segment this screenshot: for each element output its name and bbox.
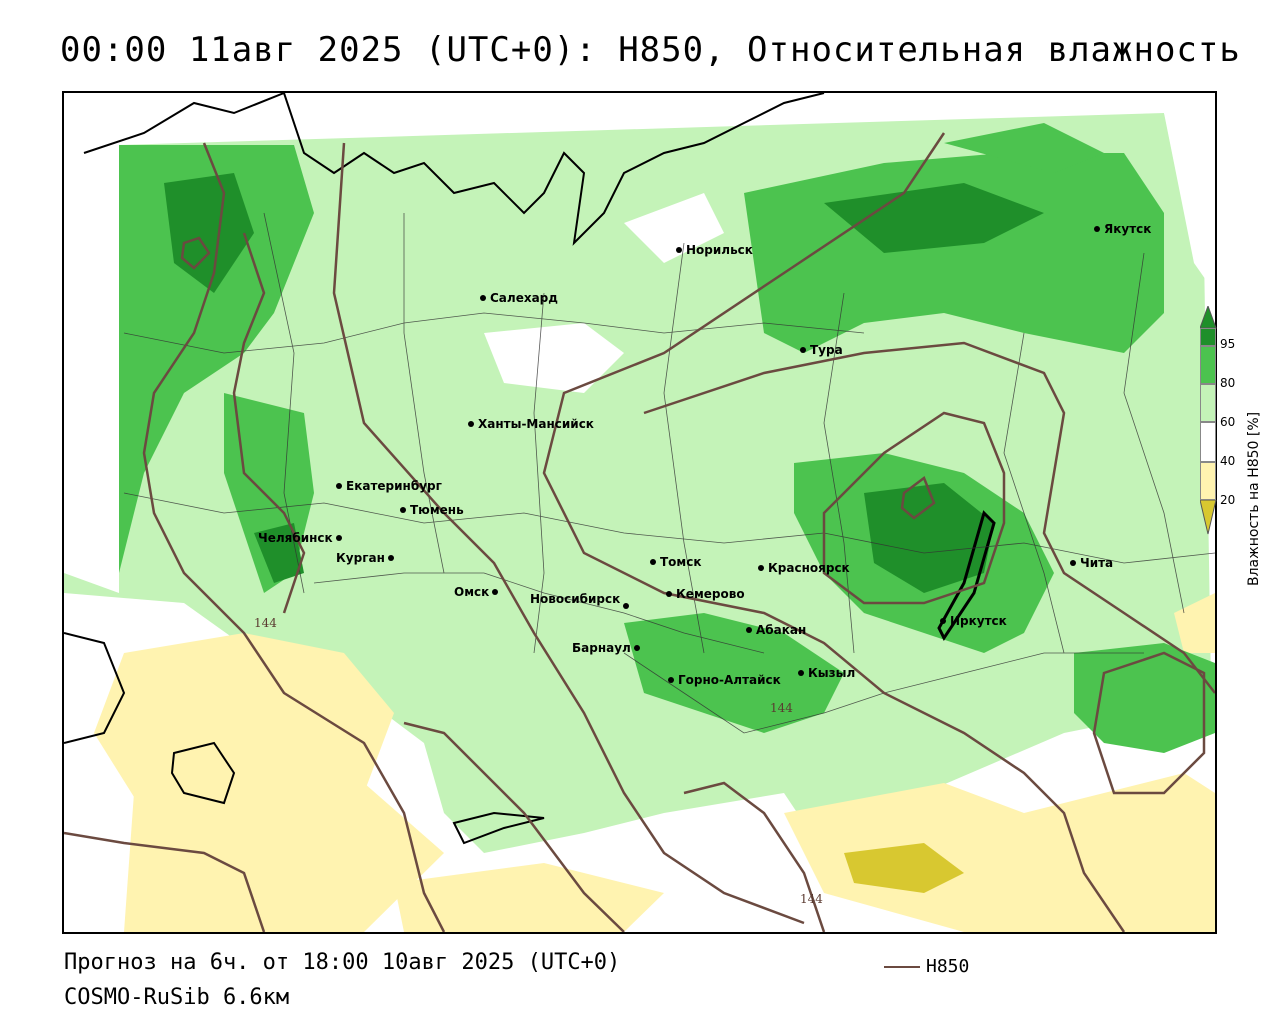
city-dot-icon [668,677,674,683]
city-tomsk: Томск [650,555,702,569]
city-dot-icon [480,295,486,301]
city-khanty-mansiysk: Ханты-Мансийск [468,417,594,431]
city-krasnoyarsk: Красноярск [758,561,850,575]
white-region [624,193,724,263]
city-yakutsk: Якутск [1094,222,1151,236]
city-dot-icon [468,421,474,427]
dry-region [394,863,664,932]
city-dot-icon [800,347,806,353]
humidity-map: Норильск Якутск Салехард Тура Ханты-Манс… [62,91,1217,934]
colorbar-segment [1200,422,1216,462]
city-dot-icon [492,589,499,595]
geopotential-contours [64,132,1215,932]
lake-outline [452,811,545,845]
city-tura: Тура [800,343,843,357]
admin-borders [123,212,1215,734]
contour-label: 144 [800,892,823,906]
city-dot-icon [758,565,764,571]
lake-outline [937,510,996,641]
colorbar-bottom-arrow-icon [1200,500,1217,535]
city-salekhard: Салехард [480,291,558,305]
city-dot-icon [650,559,656,565]
city-kemerovo: Кемерово [666,587,745,601]
city-dot-icon [666,591,672,597]
city-irkutsk: Иркутск [940,614,1007,628]
city-dot-icon [400,507,406,513]
city-yekaterinburg: Екатеринбург [336,479,442,493]
city-dot-icon [623,603,630,609]
city-dot-icon [336,483,342,489]
colorbar-tick: 20 [1220,493,1236,507]
coastline [83,93,825,246]
moist-region [119,145,314,573]
city-novosibirsk: Новосибирск [530,589,633,609]
contour-legend: H850 [884,956,969,977]
white-region [484,323,624,393]
city-dot-icon [940,618,946,624]
city-dot-icon [798,670,804,676]
dry-region [784,773,1215,932]
colorbar-title: Влажность на H850 [%] [1246,411,1262,586]
contour-line-swatch [884,965,920,968]
city-dot-icon [335,535,342,541]
city-dot-icon [676,247,682,253]
city-chita: Чита [1070,556,1113,570]
contour-label: 144 [770,701,793,715]
colorbar-segment [1200,346,1216,384]
city-abakan: Абакан [746,623,806,637]
city-gorno-altaysk: Горно-Алтайск [668,673,781,687]
dry-region [124,783,444,932]
very-moist-region [864,483,994,593]
city-dot-icon [1070,560,1076,566]
city-omsk: Омск [454,585,502,599]
colorbar-tick: 60 [1220,415,1236,429]
lake-outline [170,741,236,805]
contour-label: 144 [254,616,277,630]
city-kyzyl: Кызыл [798,666,855,680]
forecast-info: Прогноз на 6ч. от 18:00 10авг 2025 (UTC+… [64,950,621,975]
map-title: 00:00 11авг 2025 (UTC+0): H850, Относите… [60,30,1241,70]
very-moist-region [824,183,1044,253]
humidity-colorbar: 95 80 60 40 20 [1200,306,1235,538]
dry-region [94,633,394,833]
map-canvas [64,93,1215,932]
colorbar-top-arrow-icon [1200,306,1217,329]
city-chelyabinsk: Челябинск [258,531,346,545]
city-dot-icon [633,645,640,651]
colorbar-tick: 40 [1220,454,1236,468]
dry-region [1174,593,1215,653]
colorbar-segment [1200,384,1216,422]
very-moist-region [254,523,304,583]
colorbar-segment [1200,462,1216,500]
white-region [1164,93,1215,293]
moist-region [944,123,1104,173]
model-name: COSMO-RuSib 6.6км [64,985,290,1010]
contour-legend-label: H850 [926,956,970,977]
city-dot-icon [387,555,394,561]
very-dry-region [844,843,964,893]
city-kurgan: Курган [336,551,398,565]
city-norilsk: Норильск [676,243,753,257]
city-tyumen: Тюмень [400,503,464,517]
city-dot-icon [746,627,752,633]
moist-region [624,613,844,733]
city-barnaul: Барнаул [572,641,644,655]
coastline [64,632,126,744]
city-dot-icon [1094,226,1100,232]
colorbar-tick: 80 [1220,376,1236,390]
colorbar-tick: 95 [1220,337,1236,351]
colorbar-segment [1200,328,1216,346]
